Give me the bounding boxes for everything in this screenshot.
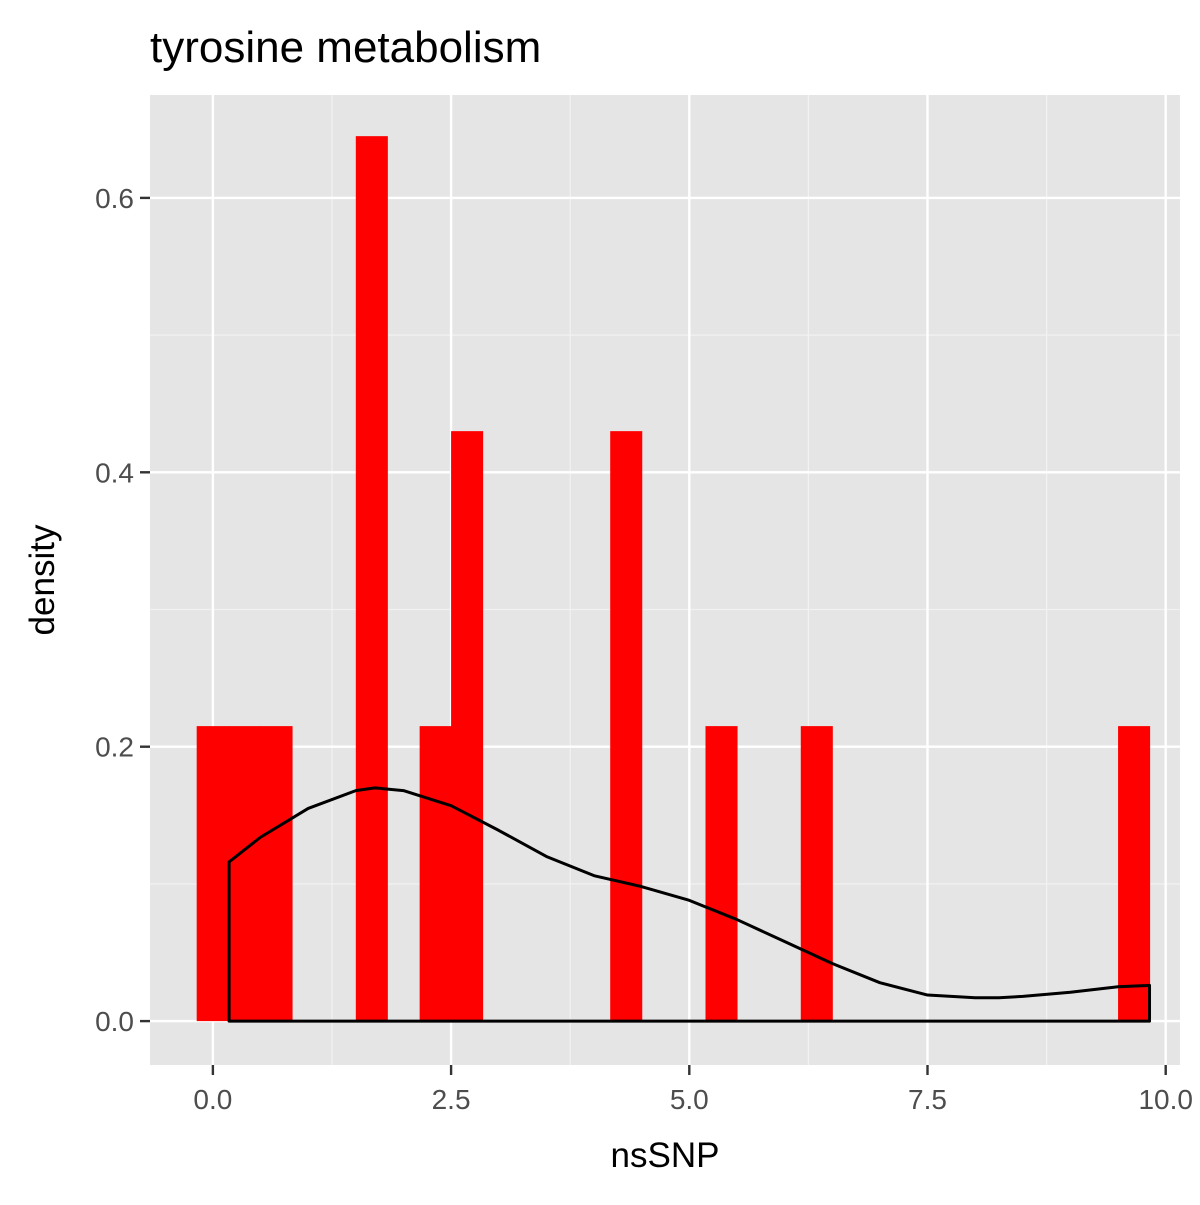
histogram-bar	[800, 726, 833, 1022]
y-axis-tick-label: 0.4	[95, 457, 134, 488]
histogram-bar	[196, 726, 230, 1022]
x-axis-tick-label: 2.5	[432, 1084, 471, 1115]
plot-panel	[150, 95, 1180, 1065]
histogram-bar	[229, 726, 262, 1022]
y-axis-tick-label: 0.6	[95, 183, 134, 214]
histogram-bar	[451, 431, 484, 1022]
x-axis-tick-label: 7.5	[908, 1084, 947, 1115]
histogram-bar	[419, 726, 452, 1022]
minor-gridlines	[150, 95, 1180, 1065]
x-axis-tick-label: 5.0	[670, 1084, 709, 1115]
x-axis-tick-label: 10.0	[1138, 1084, 1193, 1115]
histogram-bar	[610, 431, 643, 1022]
density-curve	[227, 786, 1152, 1023]
histogram-bar	[705, 726, 738, 1022]
x-axis: 0.0 2.5 5.0 7.5 10.0	[193, 1065, 1193, 1115]
density-curve-layer	[227, 786, 1152, 1023]
x-axis-tick-label: 0.0	[193, 1084, 232, 1115]
y-axis: 0.0 0.2 0.4 0.6	[95, 183, 150, 1037]
histogram-bar	[1118, 726, 1151, 1022]
x-axis-label: nsSNP	[611, 1136, 720, 1175]
y-axis-label: density	[23, 524, 62, 635]
histogram-bar	[260, 726, 293, 1022]
histogram-bars	[196, 136, 1151, 1022]
histogram-bar	[355, 136, 388, 1022]
chart-title: tyrosine metabolism	[150, 23, 541, 72]
y-axis-tick-label: 0.2	[95, 732, 134, 763]
y-axis-tick-label: 0.0	[95, 1006, 134, 1037]
